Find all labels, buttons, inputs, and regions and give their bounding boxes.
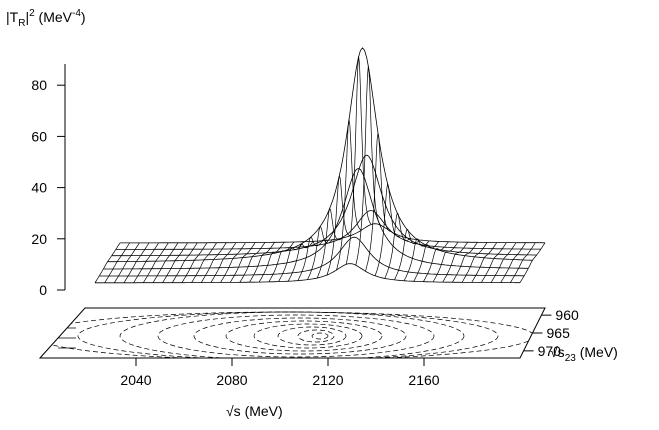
- mesh-line: [287, 241, 314, 282]
- mesh-line: [355, 65, 382, 266]
- x-tick-label: 2120: [312, 372, 343, 388]
- x-tick-label: 2080: [216, 372, 247, 388]
- mesh-line: [171, 242, 198, 283]
- y-tick-label: 965: [547, 325, 571, 341]
- z-axis: 0 20 40 60 80 |TR|2 (MeV-4): [6, 8, 86, 298]
- wireframe-surface: [94, 47, 546, 284]
- contour-line: [119, 311, 465, 358]
- mesh-line: [239, 242, 266, 283]
- mesh-line: [490, 242, 517, 283]
- mesh-line: [423, 241, 449, 282]
- mesh-line: [94, 242, 121, 283]
- x-ticks: 2040 2080 2120 2160: [120, 358, 440, 388]
- base-plane-outline: [38, 307, 546, 359]
- mesh-line: [326, 174, 352, 276]
- mesh-line: [345, 56, 372, 265]
- z-tick-label: 0: [39, 282, 47, 298]
- contour-lines: [40, 311, 535, 358]
- mesh-line: [258, 242, 285, 283]
- mesh-line: [413, 241, 440, 282]
- z-axis-label-sup1: 2: [29, 8, 35, 19]
- mesh-line: [384, 212, 411, 279]
- x-axis: 2040 2080 2120 2160 √s (MeV): [120, 358, 440, 419]
- z-ticks: 0 20 40 60 80: [31, 77, 65, 298]
- contour-plane: [38, 307, 546, 359]
- mesh-line: [471, 242, 497, 283]
- mesh-line: [442, 242, 468, 283]
- z-axis-label: |TR|2 (MeV-4): [6, 8, 86, 29]
- mesh-line: [461, 242, 488, 283]
- contour-line: [253, 323, 363, 349]
- mesh-line: [229, 242, 256, 283]
- mesh-line: [307, 226, 333, 280]
- mesh-line: [432, 241, 459, 283]
- contour-line: [77, 311, 499, 358]
- mesh-line: [162, 242, 188, 283]
- z-tick-label: 60: [31, 128, 47, 144]
- mesh-line: [249, 242, 275, 283]
- contour-line: [225, 320, 383, 352]
- mesh-line: [104, 242, 130, 283]
- mesh-line: [452, 242, 478, 283]
- x-axis-label: √s (MeV): [226, 403, 283, 419]
- mesh-line: [268, 241, 295, 283]
- z-axis-label-close: ): [81, 9, 86, 25]
- contour-line: [40, 311, 535, 358]
- mesh-line: [374, 182, 401, 276]
- mesh-line: [403, 238, 430, 281]
- z-tick-label: 20: [31, 231, 47, 247]
- z-axis-label-pipe: |: [25, 9, 29, 25]
- contour-line: [277, 326, 347, 346]
- mesh-line: [336, 119, 362, 271]
- mesh-line: [481, 242, 507, 283]
- y-axis-label-unit: (MeV): [576, 344, 618, 360]
- mesh-line: [210, 242, 237, 283]
- mesh-line: [365, 132, 391, 272]
- mesh-line: [500, 242, 526, 283]
- mesh-line: [143, 242, 169, 283]
- y-tick-label: 970: [538, 343, 562, 359]
- y-ticks: 960 965 970: [523, 307, 579, 359]
- x-tick-label: 2160: [408, 372, 439, 388]
- z-axis-label-unit: (MeV: [35, 9, 73, 25]
- contour-line: [193, 317, 407, 355]
- mesh-line: [181, 242, 208, 283]
- y-axis-label: √s23 (MeV): [550, 344, 618, 364]
- mesh-line: [123, 242, 150, 283]
- contour-line: [311, 332, 329, 340]
- mesh-line: [133, 242, 159, 283]
- mesh-line: [107, 47, 533, 263]
- y-axis: 960 965 970 √s23 (MeV): [523, 307, 618, 364]
- mesh-line: [297, 236, 324, 281]
- z-tick-label: 80: [31, 77, 47, 93]
- z-axis-label-sub: R: [18, 18, 25, 29]
- mesh-line: [191, 242, 217, 283]
- z-tick-label: 40: [31, 180, 47, 196]
- mesh-line: [152, 242, 179, 283]
- y-axis-label-sub: 23: [565, 353, 577, 364]
- mesh-line: [510, 242, 536, 283]
- y-axis-label-base: √s: [550, 344, 565, 360]
- mesh-line: [220, 242, 246, 283]
- contour-line: [157, 314, 435, 358]
- z-axis-label-sup2: -4: [72, 8, 81, 19]
- mesh-line: [114, 242, 140, 283]
- mesh-line: [200, 242, 227, 283]
- mesh-line: [519, 242, 546, 283]
- x-tick-label: 2040: [120, 372, 151, 388]
- mesh-line: [316, 207, 343, 279]
- y-tick-label: 960: [555, 307, 579, 323]
- contour-line: [297, 329, 335, 343]
- z-axis-label-base: |T: [6, 9, 19, 25]
